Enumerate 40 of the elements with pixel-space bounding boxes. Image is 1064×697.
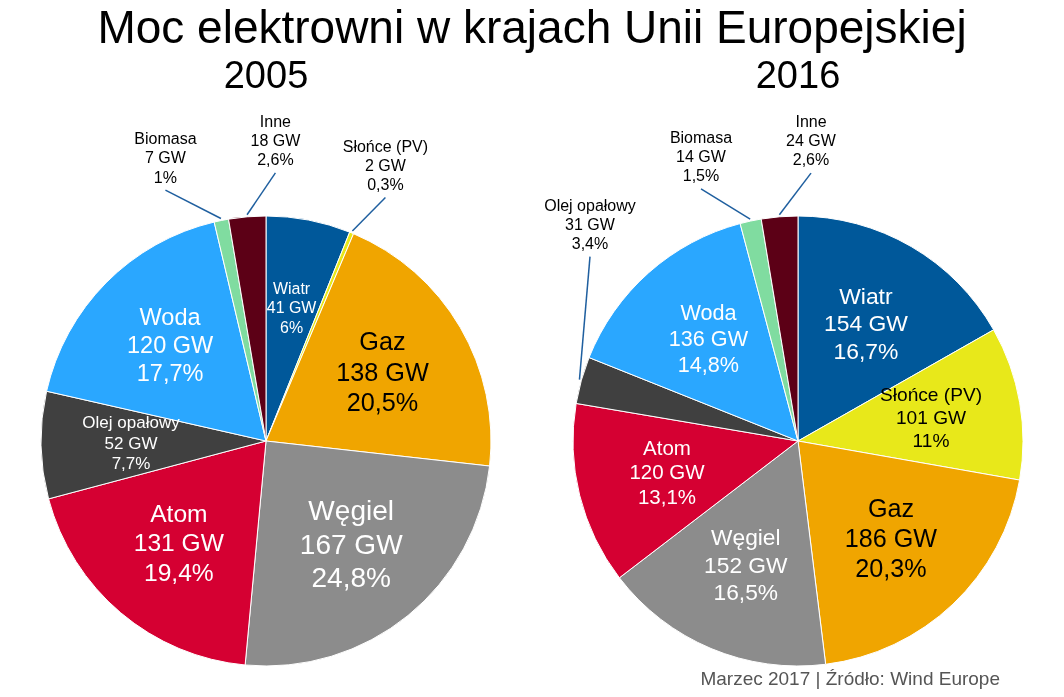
slice-label: Węgiel	[711, 524, 781, 551]
data-label: 24 GW 2,6%	[786, 132, 837, 169]
data-label: 18 GW 2,6%	[250, 132, 302, 169]
slice-label: Węgiel	[308, 495, 395, 527]
data-label: 120 GW 13,1%	[629, 460, 706, 509]
slice-label: Woda	[139, 303, 202, 330]
slice-label: Inne	[259, 112, 292, 130]
data-label: 138 GW 20,5%	[336, 357, 429, 417]
data-label: 186 GW 20,3%	[844, 523, 938, 583]
slice-label: Atom	[643, 435, 691, 459]
slice-label: Gaz	[867, 493, 915, 522]
slice-label: Słońce (PV)	[879, 384, 983, 406]
slice-label: Słońce (PV)	[342, 137, 429, 155]
data-label: 101 GW 11%	[895, 407, 967, 451]
data-label: 52 GW 7,7%	[104, 433, 158, 473]
slice-label: Wiatr	[272, 280, 311, 298]
data-label: 131 GW 19,4%	[133, 529, 225, 586]
data-label: 7 GW 1%	[144, 149, 187, 186]
data-label: 167 GW 24,8%	[299, 528, 404, 594]
chart-title: Moc elektrowni w krajach Unii Europejskiej	[96, 0, 968, 54]
slice-label: Gaz	[359, 327, 406, 356]
slice-label: Wiatr	[839, 282, 893, 309]
slice-label: Atom	[150, 499, 208, 527]
slice-label: Olej opałowy	[544, 196, 636, 214]
chart-title: 2016	[755, 54, 841, 96]
chart-subtitle: 2005	[223, 54, 309, 96]
data-label: 152 GW 16,5%	[704, 551, 789, 605]
data-label: 14 GW 1,5%	[676, 148, 727, 185]
data-label: 136 GW 14,8%	[668, 326, 749, 377]
data-label: 2 GW 0,3%	[364, 156, 407, 193]
data-label: 31 GW 3,4%	[565, 215, 616, 253]
data-label: 154 GW 16,7%	[823, 310, 909, 364]
data-label: 120 GW 17,7%	[126, 331, 215, 387]
slice-label: Inne	[795, 113, 827, 131]
slice-label: Olej opałowy	[82, 413, 181, 433]
slice-label: Biomasa	[669, 128, 733, 146]
slice-label: Woda	[680, 300, 738, 326]
text: Marzec 2017 | Źródło: Wind Europe	[699, 668, 1000, 690]
slice-label: Biomasa	[134, 130, 197, 148]
data-label: 41 GW 6%	[266, 299, 317, 336]
